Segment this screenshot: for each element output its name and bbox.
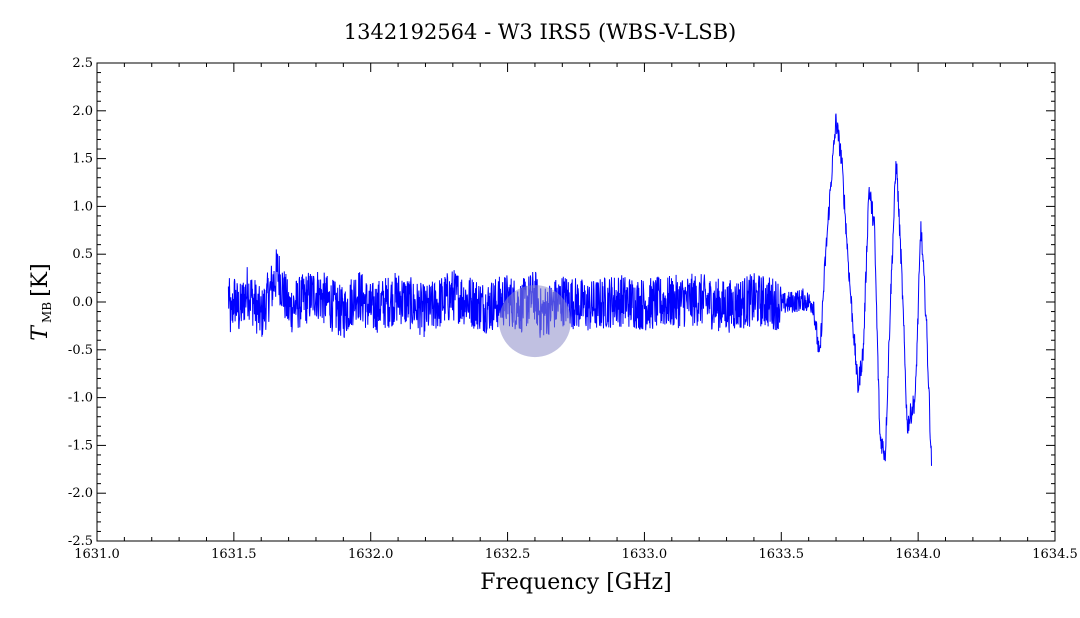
chart-title: 1342192564 - W3 IRS5 (WBS-V-LSB) xyxy=(344,20,736,44)
highlight-circle xyxy=(498,285,571,358)
y-axis-label: TMB [K] xyxy=(28,263,54,340)
x-tick-label: 1631.0 xyxy=(74,547,120,562)
y-tick-label: 2.5 xyxy=(72,56,93,71)
y-tick-label: 1.0 xyxy=(72,199,93,214)
y-tick-label: 0.0 xyxy=(72,295,93,310)
x-tick-label: 1632.5 xyxy=(485,547,531,562)
x-tick-label: 1631.5 xyxy=(211,547,257,562)
y-tick-label: -0.5 xyxy=(68,343,93,358)
y-tick-labels: -2.5 -2.0 -1.5 -1.0 -0.5 0.0 0.5 1.0 1.5 2.0 2.5 xyxy=(68,56,93,549)
x-tick-label: 1633.5 xyxy=(759,547,805,562)
y-tick-label: -1.0 xyxy=(68,391,93,406)
x-tick-label: 1633.0 xyxy=(622,547,668,562)
axis-ticks xyxy=(96,62,1056,542)
y-tick-label: -2.0 xyxy=(68,486,93,501)
y-tick-label: 0.5 xyxy=(72,247,93,262)
x-tick-labels: 1631.0 1631.5 1632.0 1632.5 1633.0 1633.5 1634… xyxy=(74,547,1078,562)
x-tick-label: 1632.0 xyxy=(348,547,394,562)
x-axis-label: Frequency [GHz] xyxy=(480,570,672,595)
y-axis-label-unit: [K] xyxy=(28,263,53,297)
y-axis-label-main: T xyxy=(28,324,53,341)
y-axis-label-sub: MB xyxy=(40,302,54,323)
y-tick-label: 1.5 xyxy=(72,152,93,167)
x-tick-label: 1634.5 xyxy=(1032,547,1078,562)
x-tick-label: 1634.0 xyxy=(895,547,941,562)
y-tick-label: -1.5 xyxy=(68,438,93,453)
plot-area: 1631.0 1631.5 1632.0 1632.5 1633.0 1633.5 1634… xyxy=(68,56,1078,562)
y-tick-label: 2.0 xyxy=(72,104,93,119)
spectrum-line xyxy=(227,113,932,466)
svg-text:TMB[K]: TMB [K] xyxy=(28,263,54,340)
y-tick-label: -2.5 xyxy=(68,534,93,549)
